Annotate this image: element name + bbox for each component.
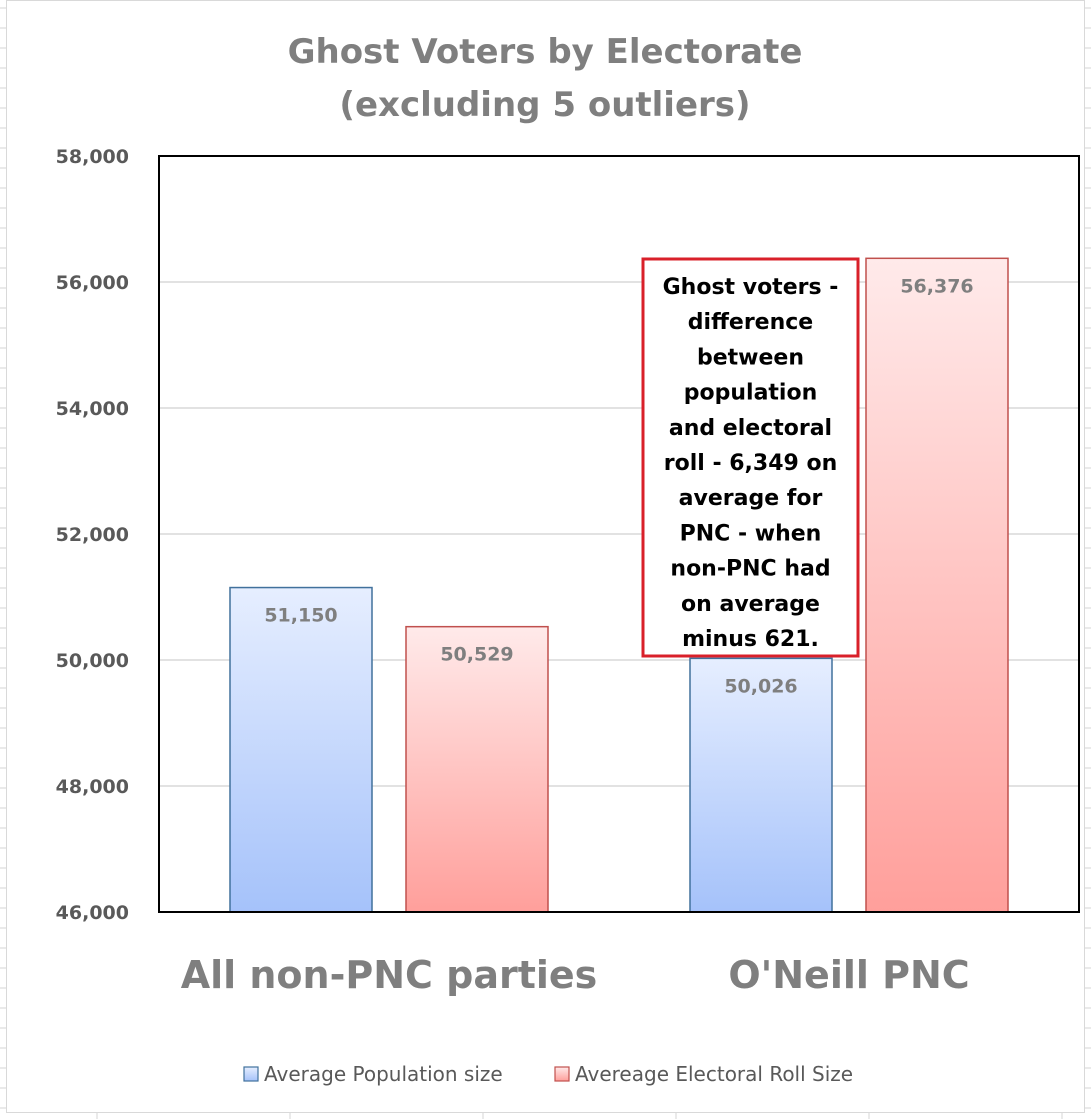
annotation-box (641, 257, 860, 658)
plot-area-border (158, 155, 1080, 913)
y-tick-label: 56,000 (56, 272, 129, 294)
y-tick-label: 46,000 (56, 902, 129, 924)
bar-electoral-roll (865, 257, 1009, 913)
annotation-line: population (684, 381, 818, 406)
y-tick-label: 54,000 (56, 398, 129, 420)
legend-label: Avereage Electoral Roll Size (575, 1062, 853, 1086)
data-label: 56,376 (900, 275, 973, 297)
x-axis-categories: All non-PNC parties O'Neill PNC (181, 953, 970, 997)
legend-label: Average Population size (264, 1062, 503, 1086)
annotation-line: roll - 6,349 on (664, 451, 838, 476)
annotation-line: difference (688, 310, 813, 335)
data-label: 50,026 (724, 675, 797, 697)
chart-title-line: Ghost Voters by Electorate (288, 32, 803, 72)
annotation-line: between (697, 345, 804, 370)
legend-swatch (554, 1066, 570, 1082)
annotation-line: on average (681, 592, 820, 617)
annotation-line: minus 621. (682, 627, 819, 652)
y-tick-label: 48,000 (56, 776, 129, 798)
category-label: All non-PNC parties (181, 953, 598, 997)
annotation-line: PNC - when (680, 521, 822, 546)
bar-population (689, 657, 833, 913)
category-label: O'Neill PNC (728, 953, 969, 997)
annotation-callout: Ghost voters - difference between populatio… (641, 257, 860, 658)
bar-population (229, 586, 373, 913)
legend-swatch (243, 1066, 259, 1082)
y-axis-ticks: 46,000 48,000 50,000 52,000 54,000 56,000 58,0… (56, 146, 129, 924)
data-label: 51,150 (264, 605, 337, 627)
annotation-line: Ghost voters - (663, 275, 839, 300)
chart-title-line: (excluding 5 outliers) (339, 85, 750, 125)
bars (229, 257, 1009, 913)
chart-title: Ghost Voters by Electorate (excluding 5 o… (288, 32, 803, 125)
y-tick-label: 58,000 (56, 146, 129, 168)
y-tick-label: 50,000 (56, 650, 129, 672)
y-tick-label: 52,000 (56, 524, 129, 546)
annotation-line: and electoral (669, 416, 832, 441)
legend: Average Population size Avereage Electora… (243, 1062, 853, 1086)
plot-border (158, 155, 1080, 913)
bar-electoral-roll (405, 625, 549, 913)
data-label: 50,529 (440, 644, 513, 666)
data-labels: 51,150 50,529 50,026 56,376 (264, 275, 973, 697)
annotation-line: non-PNC had (670, 557, 830, 582)
annotation-line: average for (679, 486, 823, 511)
